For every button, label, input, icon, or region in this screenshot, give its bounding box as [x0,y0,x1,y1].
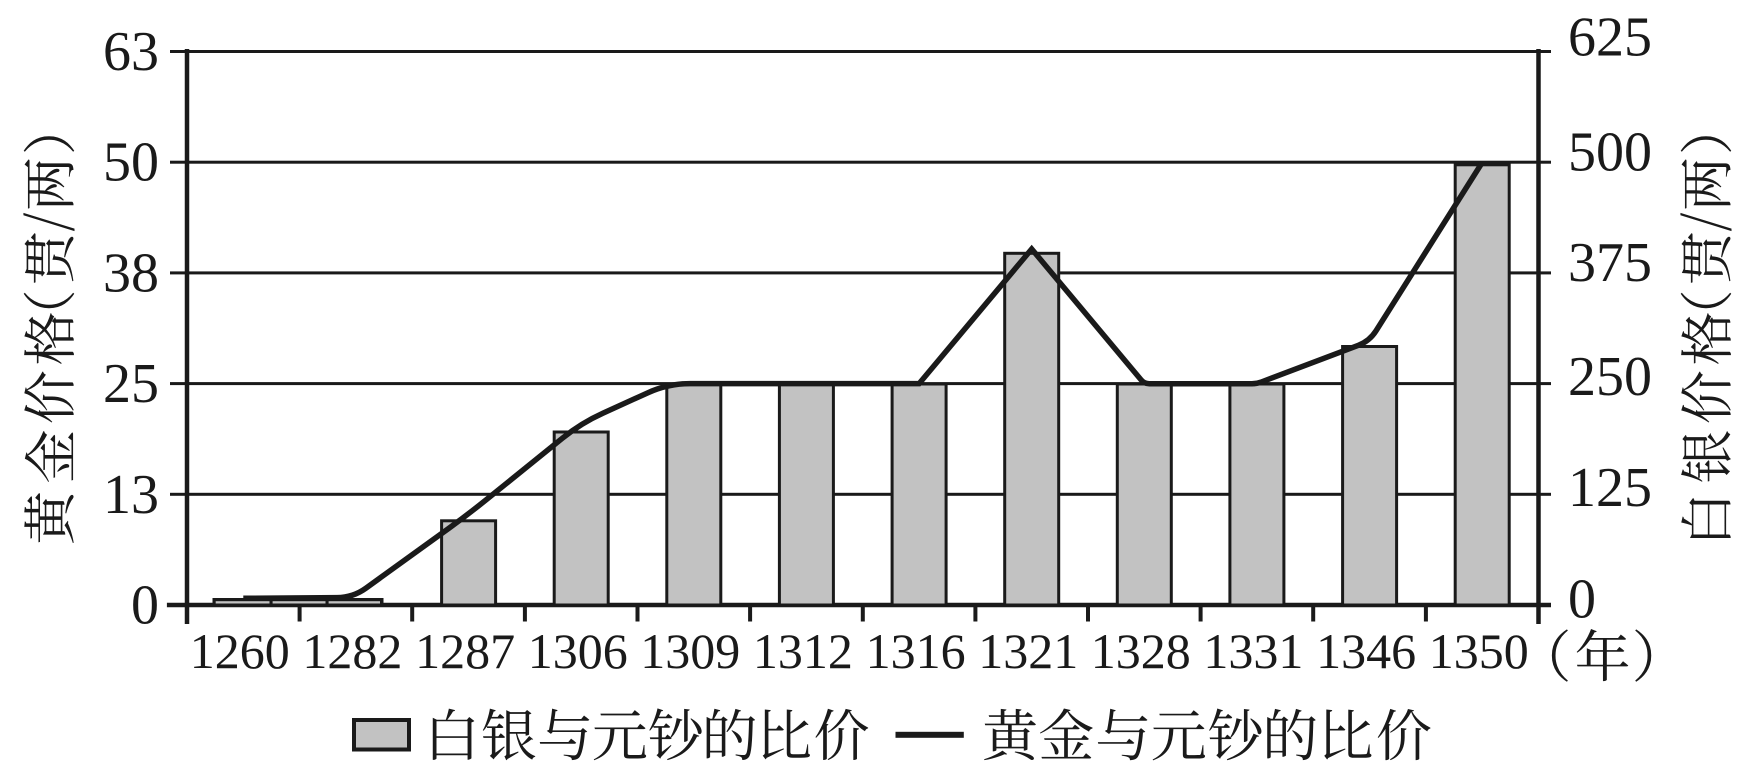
svg-text:63: 63 [103,21,159,83]
svg-text:1346: 1346 [1316,623,1416,679]
svg-text:25: 25 [103,353,159,415]
svg-text:1260: 1260 [190,623,290,679]
svg-text:1350: 1350 [1429,623,1529,679]
svg-text:0: 0 [1568,569,1596,631]
svg-text:1287: 1287 [415,623,515,679]
svg-text:13: 13 [103,464,159,526]
svg-text:0: 0 [131,575,159,637]
svg-text:1328: 1328 [1091,623,1191,679]
svg-text:1321: 1321 [978,623,1078,679]
svg-text:50: 50 [103,132,159,194]
svg-text:1312: 1312 [753,623,853,679]
svg-text:250: 250 [1568,346,1652,408]
svg-text:1331: 1331 [1203,623,1303,679]
svg-text:500: 500 [1568,122,1652,184]
svg-text:1316: 1316 [866,623,966,679]
svg-text:375: 375 [1568,232,1652,294]
svg-text:1282: 1282 [302,623,402,679]
svg-text:625: 625 [1568,7,1652,69]
svg-text:125: 125 [1568,457,1652,519]
svg-text:1309: 1309 [640,623,740,679]
svg-text:1306: 1306 [528,623,628,679]
svg-text:38: 38 [103,242,159,304]
